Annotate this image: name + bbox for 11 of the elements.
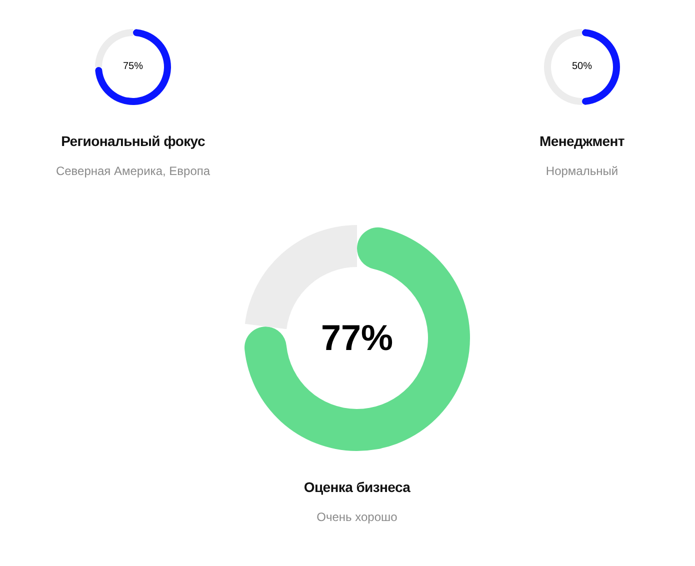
data-label: 50%	[572, 61, 592, 72]
text: Менеджмент	[540, 133, 624, 149]
data-label: 75%	[122, 61, 143, 72]
data-label: 77%	[320, 317, 394, 358]
text: Нормальный	[546, 164, 618, 178]
text: Региональный фокус	[61, 133, 205, 149]
donut-slice	[244, 227, 470, 451]
text: Очень хорошо	[316, 510, 398, 524]
donut-slice	[95, 29, 171, 105]
text: Северная Америка, Европа	[56, 164, 210, 178]
text: Оценка бизнеса	[304, 479, 410, 495]
